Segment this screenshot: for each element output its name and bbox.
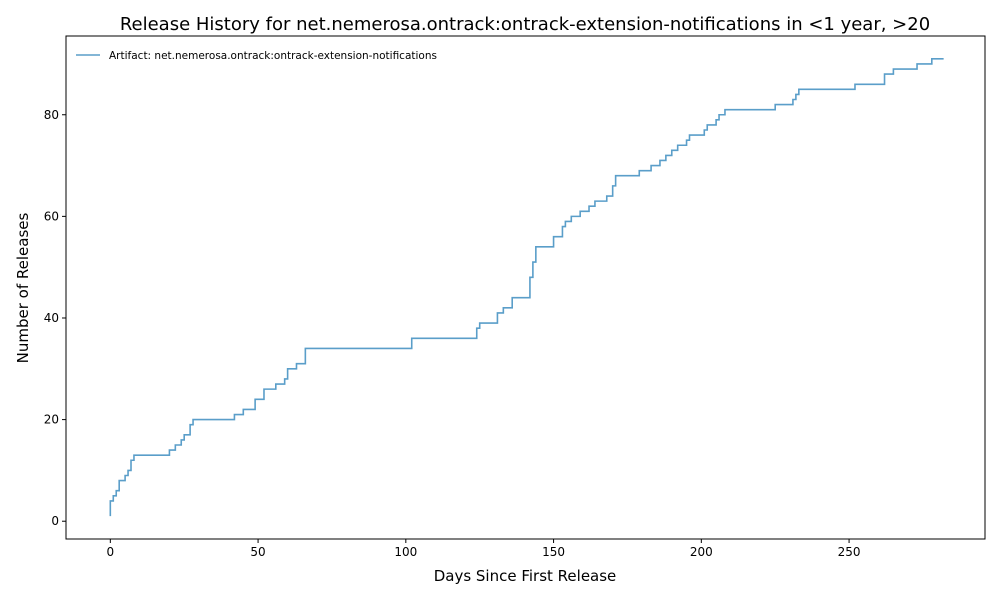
y-axis-label: Number of Releases (14, 212, 32, 363)
y-tick-label: 60 (44, 209, 59, 223)
x-tick-label: 100 (394, 545, 417, 559)
chart-title: Release History for net.nemerosa.ontrack… (120, 14, 930, 35)
x-axis-label: Days Since First Release (434, 567, 617, 585)
x-tick-label: 250 (838, 545, 861, 559)
series-line (109, 58, 944, 517)
y-tick-label: 40 (44, 311, 59, 325)
x-tick-label: 150 (542, 545, 565, 559)
x-tick-label: 50 (250, 545, 265, 559)
y-tick-label: 80 (44, 108, 59, 122)
x-tick-label: 200 (690, 545, 713, 559)
y-axis: 0 20 40 60 80 (44, 108, 66, 528)
series-lines (109, 58, 944, 517)
x-axis: 0 50 100 150 200 250 (107, 539, 861, 559)
x-tick-label: 0 (107, 545, 115, 559)
y-tick-label: 0 (51, 514, 59, 528)
legend: Artifact: net.nemerosa.ontrack:ontrack-e… (76, 50, 437, 62)
legend-label: Artifact: net.nemerosa.ontrack:ontrack-e… (109, 50, 437, 62)
plot-area (65, 35, 986, 540)
y-tick-label: 20 (44, 413, 59, 427)
